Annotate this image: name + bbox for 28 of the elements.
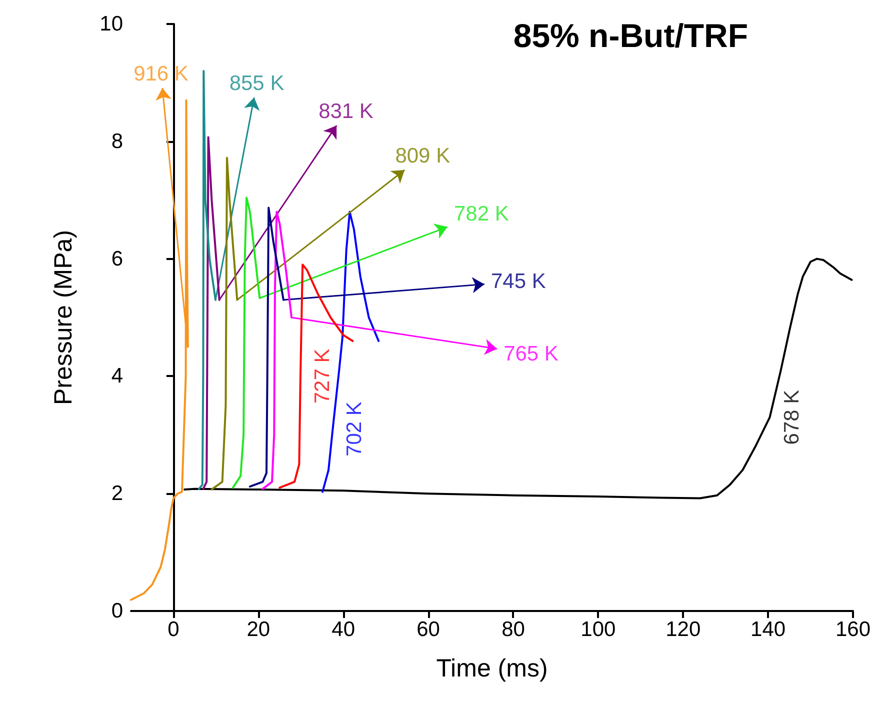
annotation: 702 K [343, 402, 366, 456]
annotation: 855 K [229, 72, 284, 96]
y-tick-label: 2 [111, 482, 123, 506]
x-tick-label: 60 [416, 618, 440, 641]
x-axis-title: Time (ms) [436, 654, 548, 682]
x-tick-label: 160 [835, 618, 871, 641]
y-tick-label: 0 [111, 600, 123, 622]
annotation: 809 K [395, 144, 450, 168]
y-tick-label: 10 [100, 12, 123, 36]
annotation: 782 K [454, 202, 509, 226]
x-tick-label: 80 [502, 618, 525, 641]
x-tick-label: 100 [580, 618, 616, 641]
y-tick-label: 8 [111, 130, 123, 153]
annotation: 831 K [318, 100, 374, 124]
y-tick-label: 6 [111, 247, 123, 270]
annotation: 745 K [490, 270, 546, 294]
y-tick-label: 4 [111, 364, 124, 388]
chart-title: 85% n-But/TRF [513, 17, 748, 54]
y-axis-title: Pressure (MPa) [50, 230, 78, 406]
annotation: 727 K [310, 348, 334, 404]
x-tick-label: 0 [168, 618, 180, 641]
x-tick-label: 120 [666, 618, 701, 641]
annotation: 916 K [134, 62, 188, 86]
annotation: 765 K [504, 342, 558, 366]
x-tick-label: 40 [332, 618, 356, 641]
annotation: 678 K [780, 390, 804, 445]
x-tick-label: 140 [750, 618, 786, 641]
x-tick-label: 20 [246, 618, 270, 641]
